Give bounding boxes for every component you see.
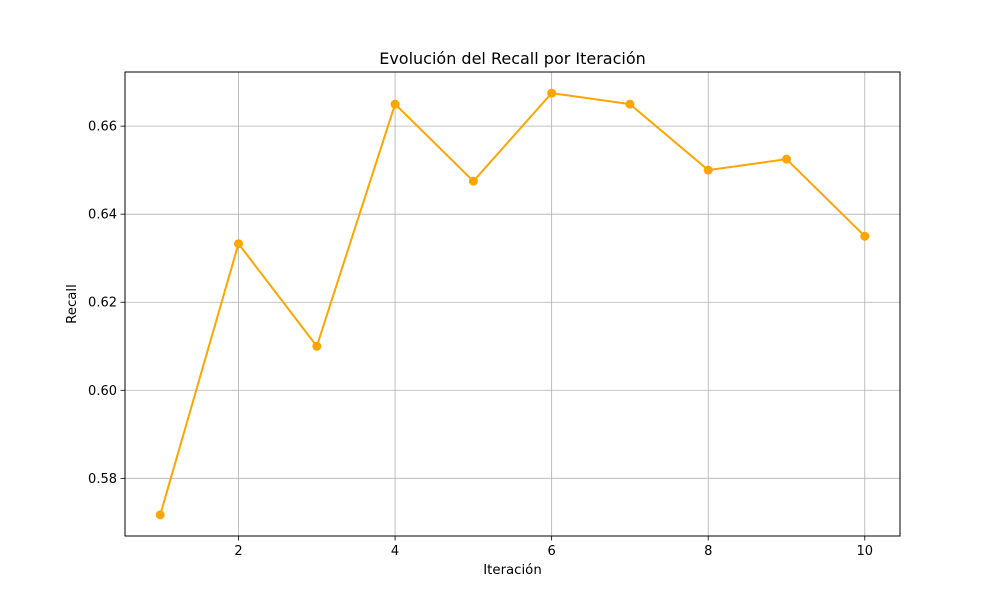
y-tick-label: 0.66 <box>88 120 117 135</box>
x-tick-label: 4 <box>391 544 399 559</box>
y-tick-label: 0.64 <box>88 208 117 223</box>
data-point <box>390 99 400 109</box>
data-point <box>468 176 478 186</box>
data-point <box>860 231 870 241</box>
data-point <box>312 341 322 351</box>
y-tick-label: 0.58 <box>88 472 117 487</box>
plot-frame <box>124 71 901 537</box>
data-point <box>547 88 557 98</box>
y-tick-label: 0.62 <box>88 296 117 311</box>
data-point <box>234 239 244 249</box>
data-point <box>781 154 791 164</box>
data-point <box>703 165 713 175</box>
x-tick-label: 2 <box>234 544 242 559</box>
x-tick-label: 8 <box>704 544 712 559</box>
x-tick-label: 6 <box>548 544 556 559</box>
y-tick-label: 0.60 <box>88 384 117 399</box>
data-point <box>625 99 635 109</box>
y-axis-label: Recall <box>65 284 80 324</box>
chart-title: Evolución del Recall por Iteración <box>379 49 646 68</box>
series-line <box>159 92 866 516</box>
data-point <box>155 510 165 520</box>
x-axis-label: Iteración <box>483 562 542 578</box>
ticks-layer: 2 4 6 8 10 0.58 0.60 0.62 0.64 0.66 <box>88 120 873 559</box>
grid-layer <box>125 72 900 536</box>
x-tick-label: 10 <box>856 544 873 559</box>
series-layer <box>155 88 870 520</box>
